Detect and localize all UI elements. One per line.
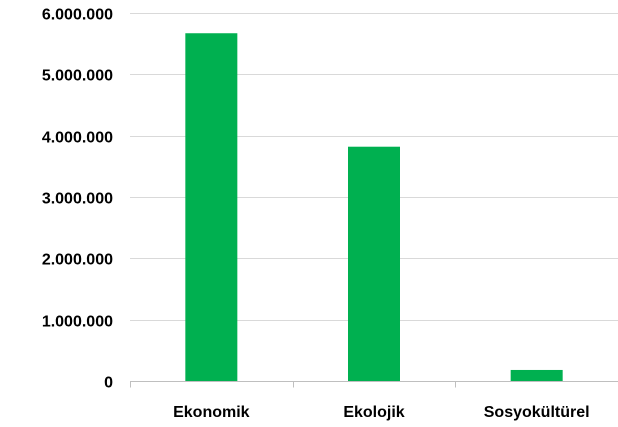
y-tick-label: 1.000.000 bbox=[42, 314, 113, 331]
y-tick-label: 6.000.000 bbox=[42, 7, 113, 24]
y-tick-label: 2.000.000 bbox=[42, 252, 113, 269]
bar bbox=[348, 146, 400, 381]
x-axis-category-labels: Ekonomik Ekolojik Sosyokültürel bbox=[173, 404, 589, 421]
bar bbox=[185, 33, 238, 382]
x-category-label: Ekolojik bbox=[343, 404, 404, 421]
y-tick-label: 5.000.000 bbox=[42, 68, 113, 85]
y-tick-label: 3.000.000 bbox=[42, 191, 113, 208]
bar bbox=[510, 369, 563, 381]
y-axis-tick-labels: 0 1.000.000 2.000.000 3.000.000 4.000.000 5.0… bbox=[42, 7, 113, 392]
x-category-label: Sosyokültürel bbox=[484, 404, 590, 421]
x-axis bbox=[130, 381, 618, 388]
y-tick-label: 4.000.000 bbox=[42, 130, 113, 147]
x-category-label: Ekonomik bbox=[173, 404, 250, 421]
bars bbox=[185, 33, 563, 382]
y-tick-label: 0 bbox=[104, 375, 113, 392]
